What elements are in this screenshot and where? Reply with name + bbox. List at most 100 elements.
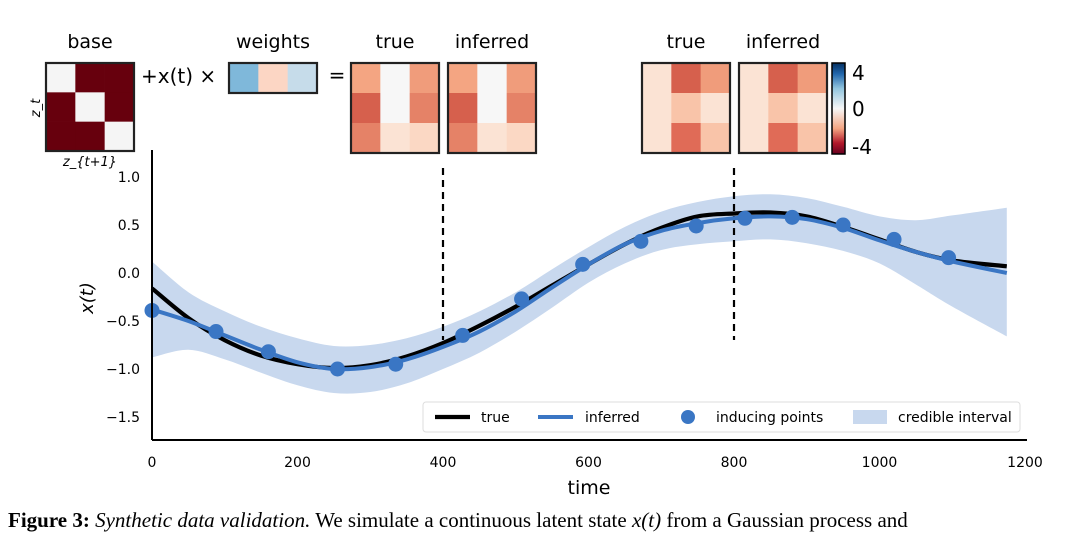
colorbar-tick-mid: 0 [852, 97, 865, 121]
inset-base-col-label: z_{t+1} [62, 155, 117, 170]
inset-equals: = [329, 63, 346, 87]
matrix-cell [797, 123, 828, 154]
matrix-cell [671, 63, 701, 94]
x-tick-label: 200 [284, 455, 311, 471]
matrix-frame [737, 61, 829, 155]
x-tick-label: 0 [148, 455, 157, 471]
matrix-t400-true [349, 61, 441, 155]
inset-t400-true-title: true [376, 31, 415, 53]
matrix-cell [642, 93, 672, 124]
matrix-cell [739, 63, 769, 94]
caption-math: x(t) [631, 508, 662, 532]
inducing-point [784, 209, 800, 225]
y-tick-labels: 1.0 0.5 0.0 −0.5 −1.0 −1.5 [106, 170, 140, 426]
matrix-frame [227, 61, 319, 95]
matrix-cell [46, 121, 76, 152]
matrix-cell [768, 123, 798, 154]
matrix-cell [506, 123, 537, 154]
x-tick-label: 1000 [862, 455, 898, 471]
matrix-cell [351, 93, 381, 124]
matrix-cell [75, 92, 105, 122]
matrix-cell [351, 123, 381, 154]
matrix-cell [642, 63, 672, 94]
matrix-cell [380, 63, 410, 94]
matrix-cell [671, 93, 701, 124]
matrix-cell [448, 123, 478, 154]
inducing-point [835, 217, 851, 233]
matrix-cell [768, 93, 798, 124]
matrix-t400-inferred [446, 61, 538, 155]
y-tick-label: 1.0 [118, 170, 140, 186]
y-tick-label: −0.5 [106, 314, 140, 330]
matrix-cell [287, 63, 318, 94]
legend-interval-swatch [853, 410, 887, 424]
matrix-frame [640, 61, 732, 155]
inset-t800-true-title: true [667, 31, 706, 53]
caption-text-before: We simulate a continuous latent state [315, 508, 627, 532]
inducing-point [688, 218, 704, 234]
inset-matrices: base z_t z_{t+1} +x(t) × weights = true … [29, 31, 872, 170]
inset-t800-inferred-title: inferred [746, 31, 820, 53]
legend: true inferred inducing points credible i… [422, 401, 1021, 433]
inducing-point [260, 344, 276, 360]
credible-interval-band [152, 194, 1007, 394]
inducing-point [330, 361, 346, 377]
caption-text-after: from a Gaussian process and [666, 508, 908, 532]
y-tick-label: 0.0 [118, 266, 140, 282]
inducing-points [144, 209, 957, 377]
matrix-cell [409, 123, 440, 154]
matrix-cell [75, 63, 105, 93]
matrix-cell [46, 63, 76, 93]
colorbar [831, 62, 846, 155]
inducing-point [633, 233, 649, 249]
matrix-cell [229, 63, 259, 94]
inducing-point [514, 291, 530, 307]
legend-inducing-label: inducing points [716, 410, 823, 426]
matrix-cell [739, 93, 769, 124]
matrix-cell [104, 92, 135, 122]
legend-true-label: true [481, 410, 510, 426]
matrix-t800-inferred [737, 61, 829, 155]
y-tick-label: −1.5 [106, 410, 140, 426]
matrix-cell [258, 63, 288, 94]
matrix-cell [380, 93, 410, 124]
matrix-cell [351, 63, 381, 94]
inset-base-title: base [67, 31, 112, 53]
legend-inferred-label: inferred [585, 410, 640, 426]
caption-label: Figure 3: [8, 508, 90, 532]
matrix-cell [448, 93, 478, 124]
matrix-cell [477, 63, 507, 94]
matrix-cell [104, 121, 135, 152]
legend-inducing-swatch [681, 410, 695, 424]
matrix-cell [75, 121, 105, 152]
matrix-cell [380, 123, 410, 154]
y-tick-label: 0.5 [118, 218, 140, 234]
legend-interval-label: credible interval [898, 410, 1012, 426]
matrix-cell [671, 123, 701, 154]
matrix-cell [409, 63, 440, 94]
y-tick-label: −1.0 [106, 362, 140, 378]
matrix-cell [477, 93, 507, 124]
y-axis-label: x(t) [77, 282, 98, 315]
x-tick-label: 800 [721, 455, 748, 471]
inducing-point [737, 210, 753, 226]
inset-base-row-label: z_t [29, 98, 44, 118]
inducing-point [941, 250, 957, 266]
legend-frame [422, 401, 1021, 433]
matrix-cell [739, 123, 769, 154]
matrix-cell [797, 93, 828, 124]
weights-vector [227, 61, 319, 95]
matrix-cell [46, 92, 76, 122]
inset-weights-title: weights [236, 31, 310, 53]
inset-t400-inferred-title: inferred [455, 31, 529, 53]
base-matrix [44, 61, 136, 153]
matrix-cell [797, 63, 828, 94]
inducing-point [208, 324, 224, 340]
matrix-cell [768, 63, 798, 94]
colorbar-tick-top: 4 [852, 61, 865, 85]
inducing-point [388, 356, 404, 372]
x-tick-label: 600 [575, 455, 602, 471]
x-tick-label: 400 [430, 455, 457, 471]
matrix-cell [448, 63, 478, 94]
